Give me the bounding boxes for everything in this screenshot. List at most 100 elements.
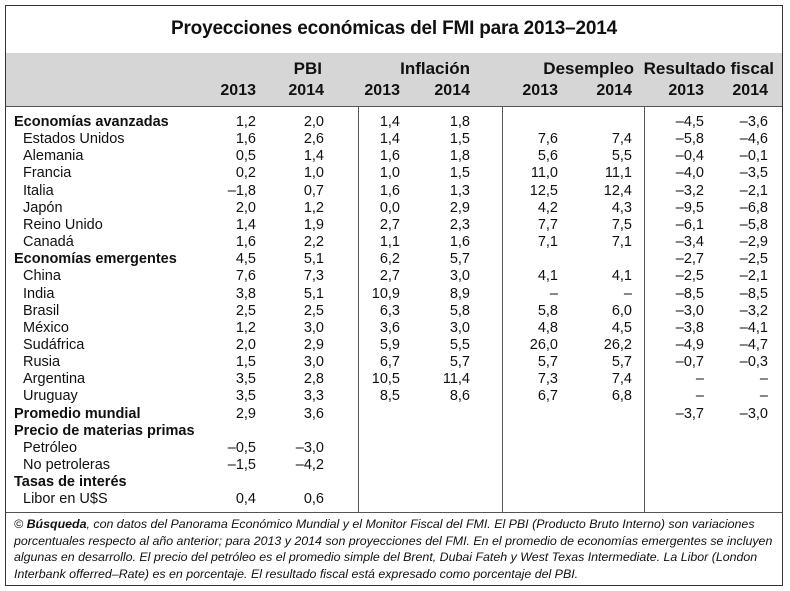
cell-desempleo-2013: 5,7 [537, 354, 558, 371]
cell-fiscal-2014: –4,7 [739, 336, 768, 353]
cell-pbi-2013: 1,2 [235, 114, 256, 130]
cell-inflacion-2013: 1,6 [379, 182, 400, 199]
cell-pbi-2014: 2,5 [303, 302, 324, 319]
cell-pbi-2013: 0,4 [235, 491, 256, 508]
cell-inflacion-2014: 1,8 [449, 148, 470, 165]
cell-inflacion-2013: 10,9 [371, 285, 400, 302]
cell-pbi-2014: 0,7 [303, 182, 324, 199]
cell-fiscal-2013: –0,4 [675, 148, 704, 165]
cell-pbi-2014: 2,8 [303, 371, 324, 388]
cell-fiscal-2013: –5,8 [675, 131, 704, 148]
table-row: Economías emergentes 4,5 5,1 6,2 5,7 –2,7 –2,5 [6, 251, 782, 268]
cell-inflacion-2014: 5,8 [449, 302, 470, 319]
table-row: China 7,6 7,3 2,7 3,0 4,1 4,1 –2,5 –2,1 [6, 268, 782, 285]
cell-fiscal-2014: –2,1 [739, 182, 768, 199]
cell-inflacion-2013: 6,3 [379, 302, 400, 319]
cell-desempleo-2014: 11,1 [604, 165, 632, 182]
cell-desempleo-2013: 7,3 [537, 371, 558, 388]
cell-fiscal-2013: –4,5 [675, 114, 704, 130]
table-row: Uruguay 3,5 3,3 8,5 8,6 6,7 6,8 – – [6, 388, 782, 405]
cell-desempleo-2014: 4,3 [611, 199, 632, 216]
table-row: Canadá 1,6 2,2 1,1 1,6 7,1 7,1 –3,4 –2,9 [6, 234, 782, 251]
table-row: Rusia 1,5 3,0 6,7 5,7 5,7 5,7 –0,7 –0,3 [6, 354, 782, 371]
cell-pbi-2013: 0,5 [235, 148, 256, 165]
year-header-fiscal-2013: 2013 [668, 82, 704, 99]
row-label: Economías avanzadas [14, 114, 169, 130]
table-row: Economías avanzadas 1,2 2,0 1,4 1,8 –4,5 –3,6 [6, 114, 782, 131]
cell-fiscal-2014: – [759, 371, 768, 388]
cell-inflacion-2014: 5,7 [449, 251, 470, 268]
cell-pbi-2014: 2,0 [303, 114, 324, 130]
table-row: Japón 2,0 1,2 0,0 2,9 4,2 4,3 –9,5 –6,8 [6, 200, 782, 217]
row-label: No petroleras [23, 457, 111, 473]
row-label: México [23, 319, 69, 336]
cell-inflacion-2013: 0,0 [379, 199, 400, 216]
row-label: Precio de materias primas [14, 422, 195, 439]
cell-pbi-2013: 3,5 [235, 371, 256, 388]
cell-desempleo-2013: 5,8 [537, 302, 558, 319]
cell-fiscal-2014: –3,0 [739, 405, 768, 422]
cell-inflacion-2013: 1,1 [379, 234, 400, 251]
cell-pbi-2014: 3,3 [303, 388, 324, 405]
cell-pbi-2014: 5,1 [303, 285, 324, 302]
cell-desempleo-2013: 4,1 [537, 268, 558, 285]
year-header-fiscal-2014: 2014 [732, 82, 768, 99]
cell-pbi-2014: 3,6 [303, 405, 324, 422]
cell-desempleo-2014: 4,5 [611, 319, 632, 336]
cell-pbi-2014: 1,4 [303, 148, 324, 165]
cell-pbi-2014: 1,2 [303, 199, 324, 216]
table-row: India 3,8 5,1 10,9 8,9 – – –8,5 –8,5 [6, 286, 782, 303]
row-label: Libor en U$S [23, 491, 108, 508]
year-header-pbi-2014: 2014 [288, 82, 324, 99]
cell-fiscal-2013: –3,4 [675, 234, 704, 251]
cell-inflacion-2014: 1,5 [449, 131, 470, 148]
cell-fiscal-2014: –4,1 [739, 319, 768, 336]
cell-desempleo-2014: 6,0 [611, 302, 632, 319]
column-header-band: PBI Inflación Desempleo Resultado fiscal… [6, 53, 782, 107]
cell-fiscal-2014: –5,8 [739, 216, 768, 233]
cell-fiscal-2014: –6,8 [739, 199, 768, 216]
cell-desempleo-2014: 7,4 [611, 371, 632, 388]
cell-inflacion-2013: 1,6 [379, 148, 400, 165]
cell-desempleo-2013: 12,5 [529, 182, 558, 199]
cell-inflacion-2014: 5,5 [449, 336, 470, 353]
cell-desempleo-2014: 26,2 [603, 336, 632, 353]
cell-fiscal-2013: –3,2 [675, 182, 704, 199]
cell-fiscal-2014: –2,5 [739, 251, 768, 268]
cell-desempleo-2014: 7,5 [611, 216, 632, 233]
cell-inflacion-2013: 1,0 [379, 165, 400, 182]
cell-pbi-2013: 1,5 [235, 354, 256, 371]
cell-desempleo-2013: 4,2 [537, 199, 558, 216]
cell-pbi-2013: 3,5 [235, 388, 256, 405]
row-label: Estados Unidos [23, 131, 125, 148]
table-row: Reino Unido 1,4 1,9 2,7 2,3 7,7 7,5 –6,1 –5,8 [6, 217, 782, 234]
year-header-pbi-2013: 2013 [220, 82, 256, 99]
cell-pbi-2013: 1,2 [235, 319, 256, 336]
cell-desempleo-2014: – [623, 285, 632, 302]
group-header-pbi: PBI [293, 59, 322, 78]
cell-inflacion-2013: 5,9 [379, 336, 400, 353]
cell-inflacion-2013: 2,7 [379, 216, 400, 233]
row-label: Canadá [23, 234, 74, 251]
cell-pbi-2014: –3,0 [295, 439, 324, 456]
row-label: Economías emergentes [14, 251, 177, 268]
cell-desempleo-2014: 7,1 [611, 234, 632, 251]
row-label: Argentina [23, 371, 86, 388]
cell-pbi-2014: 3,0 [303, 319, 324, 336]
column-divider [502, 106, 503, 512]
cell-inflacion-2014: 1,5 [449, 165, 470, 182]
cell-fiscal-2014: –2,1 [739, 268, 768, 285]
cell-desempleo-2014: 5,7 [611, 354, 632, 371]
cell-pbi-2013: 1,4 [235, 216, 256, 233]
cell-fiscal-2013: –4,0 [675, 165, 704, 182]
cell-fiscal-2013: –2,5 [675, 268, 704, 285]
footnote-text: , con datos del Panorama Económico Mundi… [14, 517, 773, 581]
cell-inflacion-2013: 6,2 [379, 251, 400, 268]
cell-inflacion-2014: 11,4 [442, 371, 470, 388]
row-label: Sudáfrica [23, 336, 85, 353]
row-label: Tasas de interés [14, 474, 127, 491]
cell-fiscal-2013: – [695, 388, 704, 405]
cell-desempleo-2013: 4,8 [537, 319, 558, 336]
row-label: Promedio mundial [14, 405, 141, 422]
cell-pbi-2013: 1,6 [235, 234, 256, 251]
